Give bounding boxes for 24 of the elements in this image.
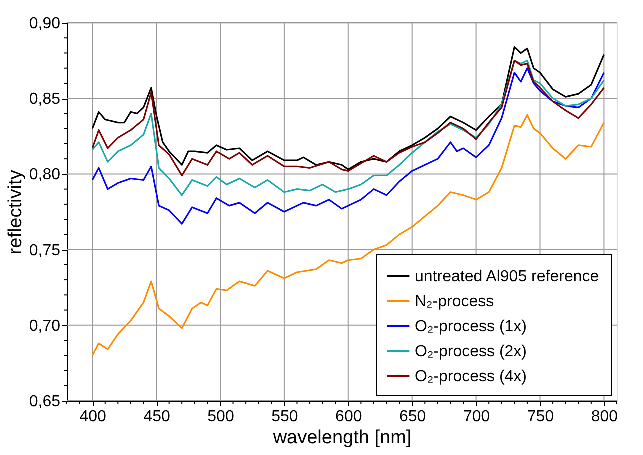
- y-tick-label: 0,85: [29, 91, 61, 108]
- line-series: [92, 68, 606, 225]
- legend-label: O₂-process (1x): [415, 318, 528, 336]
- x-tick-label: 450: [144, 408, 170, 426]
- legend-label: O₂-process (4x): [415, 368, 528, 386]
- x-tick-label: 800: [591, 408, 618, 426]
- x-tick-label: 550: [272, 408, 298, 426]
- x-tick-label: 400: [80, 408, 107, 426]
- legend-label: N₂-process: [415, 294, 494, 310]
- x-axis-title: wavelength [nm]: [272, 428, 412, 448]
- x-tick-label: 750: [527, 408, 554, 426]
- x-tick-label: 500: [208, 408, 234, 426]
- y-tick-label: 0,75: [29, 242, 61, 260]
- x-tick-label: 700: [463, 408, 490, 426]
- x-tick-label: 650: [399, 408, 426, 426]
- legend-label: untreated Al905 reference: [415, 268, 600, 286]
- y-tick-label: 0,80: [29, 166, 61, 184]
- y-axis-title: reflectivity: [5, 170, 26, 255]
- x-tick-label: 600: [336, 408, 362, 426]
- line-series: [92, 46, 606, 170]
- y-tick-label: 0,90: [29, 16, 61, 32]
- y-tick-label: 0,70: [29, 318, 61, 335]
- legend-label: O₂-process (2x): [415, 344, 528, 360]
- y-tick-label: 0,65: [29, 394, 61, 410]
